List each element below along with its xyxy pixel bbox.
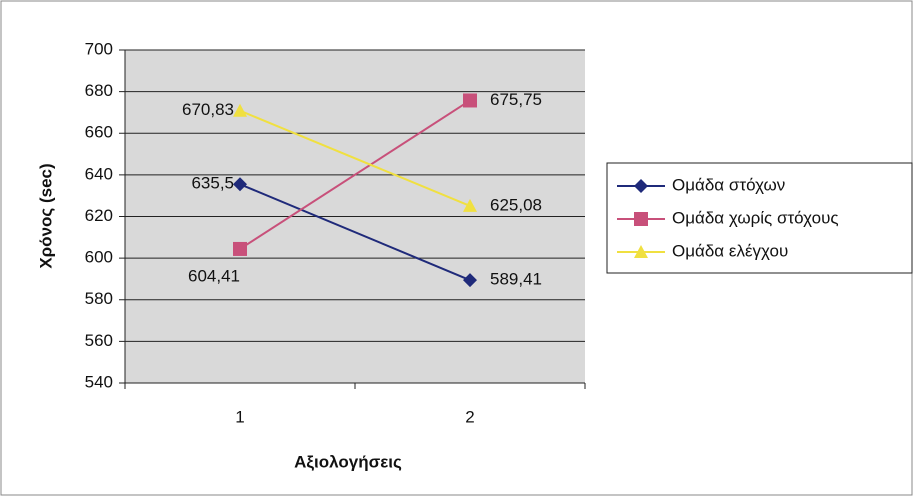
series-line (239, 99, 471, 250)
x-tick-label: 2 (465, 407, 474, 426)
y-tick-label: 560 (85, 331, 113, 350)
data-label: 670,83 (182, 100, 234, 119)
marker (634, 179, 648, 193)
marker (463, 93, 477, 108)
legend-label: Ομάδα ελέγχου (672, 241, 788, 260)
data-label: 675,75 (490, 90, 542, 109)
data-label: 589,41 (490, 270, 542, 289)
marker (634, 245, 648, 258)
y-tick-label: 620 (85, 206, 113, 225)
y-tick-label: 640 (85, 164, 113, 183)
y-tick-label: 700 (85, 39, 113, 58)
y-tick-label: 660 (85, 123, 113, 142)
series-line (239, 109, 471, 207)
marker (233, 241, 247, 256)
y-tick-label: 680 (85, 81, 113, 100)
y-tick-label: 580 (85, 289, 113, 308)
y-tick-label: 600 (85, 248, 113, 267)
data-label: 604,41 (188, 266, 240, 285)
x-axis-label: Αξιολογήσεις (294, 452, 402, 471)
marker (463, 198, 477, 212)
marker (463, 273, 477, 288)
marker (233, 177, 247, 192)
legend-label: Ομάδα χωρίς στόχους (672, 208, 839, 227)
marker (634, 212, 648, 226)
data-label: 625,08 (490, 195, 542, 214)
legend-label: Ομάδα στόχων (672, 175, 785, 194)
series-line (239, 183, 471, 282)
y-axis-label: Χρόνος (sec) (36, 163, 55, 268)
marker (233, 103, 247, 117)
x-tick-label: 1 (235, 407, 244, 426)
data-label: 635,5 (191, 174, 234, 193)
y-tick-label: 540 (85, 372, 113, 391)
